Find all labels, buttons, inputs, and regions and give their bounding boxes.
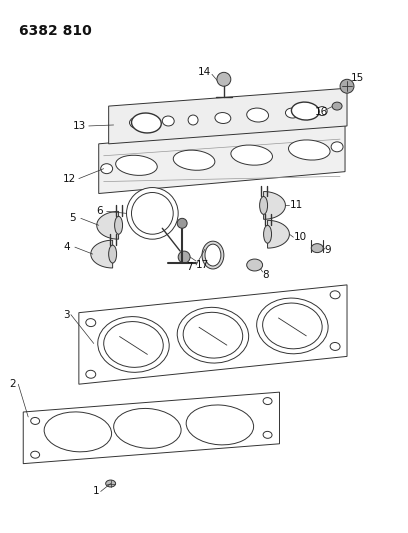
Polygon shape (23, 392, 279, 464)
Text: 7: 7 (186, 262, 193, 272)
Ellipse shape (131, 113, 161, 133)
Text: 12: 12 (63, 174, 76, 183)
Ellipse shape (286, 108, 299, 118)
Text: 13: 13 (73, 121, 86, 131)
Text: 3: 3 (63, 310, 70, 320)
Polygon shape (97, 212, 119, 239)
Ellipse shape (288, 140, 330, 160)
Ellipse shape (330, 291, 340, 299)
Text: 4: 4 (63, 242, 70, 252)
Text: 10: 10 (293, 232, 306, 242)
Ellipse shape (186, 405, 254, 445)
Ellipse shape (162, 116, 174, 126)
Ellipse shape (177, 308, 248, 363)
Ellipse shape (263, 303, 322, 349)
Ellipse shape (340, 79, 354, 93)
Polygon shape (91, 240, 113, 268)
Ellipse shape (106, 480, 115, 487)
Ellipse shape (215, 112, 231, 124)
Ellipse shape (177, 219, 187, 228)
Ellipse shape (115, 216, 122, 234)
Ellipse shape (257, 298, 328, 354)
Polygon shape (268, 220, 289, 248)
Text: 6: 6 (97, 206, 103, 216)
Text: 6382 810: 6382 810 (19, 23, 92, 38)
Ellipse shape (31, 451, 40, 458)
Ellipse shape (183, 312, 243, 358)
Polygon shape (109, 88, 347, 144)
Ellipse shape (247, 259, 263, 271)
Text: 16: 16 (315, 107, 328, 117)
Ellipse shape (332, 102, 342, 110)
Ellipse shape (259, 197, 268, 214)
Polygon shape (99, 122, 345, 193)
Ellipse shape (291, 102, 319, 120)
Ellipse shape (178, 251, 190, 263)
Ellipse shape (173, 150, 215, 170)
Text: 2: 2 (9, 379, 16, 389)
Ellipse shape (114, 408, 181, 448)
Ellipse shape (231, 145, 273, 165)
Ellipse shape (202, 241, 224, 269)
Ellipse shape (109, 245, 117, 263)
Ellipse shape (317, 107, 327, 116)
Ellipse shape (129, 117, 147, 129)
Polygon shape (79, 285, 347, 384)
Text: 5: 5 (69, 213, 75, 223)
Text: 8: 8 (263, 270, 269, 280)
Ellipse shape (86, 370, 96, 378)
Ellipse shape (247, 108, 268, 122)
Ellipse shape (264, 225, 272, 243)
Ellipse shape (101, 164, 113, 174)
Ellipse shape (311, 244, 323, 253)
Ellipse shape (86, 319, 96, 327)
Ellipse shape (126, 188, 178, 239)
Text: 15: 15 (351, 74, 364, 83)
Text: 9: 9 (324, 245, 331, 255)
Ellipse shape (131, 192, 173, 234)
Ellipse shape (115, 155, 157, 175)
Ellipse shape (44, 412, 111, 452)
Ellipse shape (263, 398, 272, 405)
Ellipse shape (331, 142, 343, 152)
Ellipse shape (31, 417, 40, 424)
Polygon shape (264, 191, 286, 219)
Ellipse shape (98, 317, 169, 373)
Ellipse shape (188, 115, 198, 125)
Ellipse shape (217, 72, 231, 86)
Text: 1: 1 (93, 487, 100, 496)
Text: 11: 11 (289, 200, 303, 211)
Ellipse shape (330, 343, 340, 350)
Ellipse shape (205, 244, 221, 266)
Text: 17: 17 (196, 260, 209, 270)
Ellipse shape (104, 321, 163, 367)
Text: 14: 14 (198, 67, 211, 77)
Ellipse shape (263, 431, 272, 438)
